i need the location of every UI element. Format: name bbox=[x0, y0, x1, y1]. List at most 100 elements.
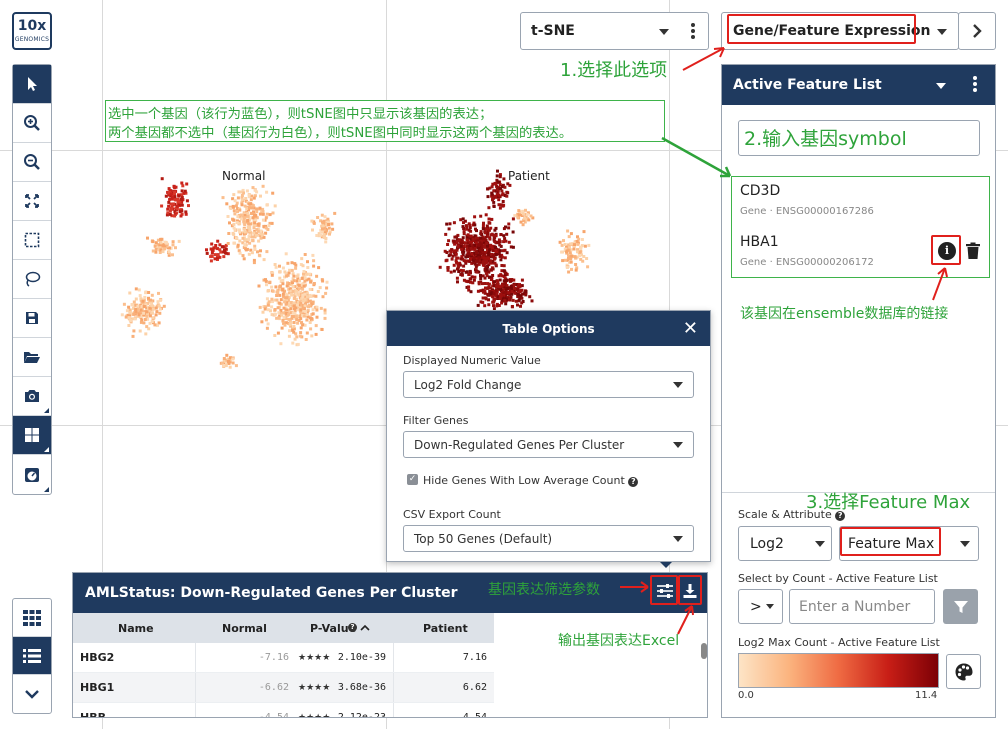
table-options-button[interactable] bbox=[653, 579, 677, 603]
scatter-point bbox=[134, 309, 138, 313]
table-options-header: Table Options ✕ bbox=[387, 311, 710, 346]
tenx-genomics-logo[interactable]: 10x GENOMICS bbox=[12, 12, 52, 50]
layout-grid-tool[interactable] bbox=[13, 416, 51, 455]
scatter-point bbox=[483, 245, 487, 249]
cluster-grid-view-button[interactable] bbox=[13, 599, 51, 637]
annotation-step-3: 3.选择Feature Max bbox=[806, 492, 971, 513]
scatter-point bbox=[491, 295, 495, 299]
column-patient[interactable]: Patient bbox=[423, 621, 468, 635]
scatter-point bbox=[319, 219, 323, 223]
scale-select[interactable]: Log2 bbox=[738, 526, 832, 561]
table-scrollbar[interactable] bbox=[701, 643, 707, 659]
scatter-point bbox=[138, 329, 142, 333]
save-tool[interactable] bbox=[13, 299, 51, 338]
annotation-note-line-2: 两个基因都不选中（基因行为白色），则tSNE图中同时显示这两个基因的表达。 bbox=[108, 126, 573, 141]
projection-select[interactable]: t-SNE bbox=[520, 12, 709, 50]
scatter-point bbox=[242, 227, 246, 231]
column-pvalue[interactable]: P-Value ? bbox=[310, 613, 381, 643]
next-category-button[interactable] bbox=[958, 12, 996, 50]
table-row[interactable]: HBG2 -7.16 ★★★★ 2.10e-39 7.16 bbox=[73, 643, 494, 673]
scatter-point bbox=[304, 338, 308, 341]
numeric-value-select[interactable]: Log2 Fold Change bbox=[403, 371, 694, 398]
scatter-point bbox=[307, 303, 311, 307]
scatter-point bbox=[218, 248, 222, 252]
settings-tool[interactable] bbox=[13, 455, 51, 494]
open-folder-tool[interactable] bbox=[13, 338, 51, 377]
count-operator-select[interactable]: > bbox=[738, 589, 783, 624]
scatter-point bbox=[484, 227, 488, 231]
kebab-menu-icon[interactable] bbox=[691, 23, 695, 39]
collapse-panel-button[interactable] bbox=[13, 675, 51, 713]
close-icon[interactable]: ✕ bbox=[682, 318, 698, 339]
hide-low-count-checkbox[interactable]: ✓ bbox=[407, 474, 418, 485]
color-palette-button[interactable] bbox=[946, 654, 981, 689]
list-view-button[interactable] bbox=[13, 637, 51, 675]
scatter-point bbox=[466, 246, 470, 250]
trash-icon[interactable] bbox=[965, 242, 981, 260]
tsne-scatter-plot[interactable] bbox=[102, 150, 669, 425]
gene-row-cd3d[interactable]: CD3D Gene · ENSG00000167286 bbox=[732, 177, 989, 227]
count-operator-value: > bbox=[750, 598, 762, 615]
scatter-point bbox=[512, 289, 516, 293]
select-pointer-tool[interactable] bbox=[13, 65, 51, 104]
export-csv-button[interactable] bbox=[679, 579, 701, 603]
scatter-point bbox=[496, 169, 499, 173]
zoom-out-tool[interactable] bbox=[13, 143, 51, 182]
scatter-point bbox=[475, 229, 478, 233]
scatter-point bbox=[157, 321, 161, 325]
scatter-point bbox=[180, 181, 184, 185]
box-select-tool[interactable] bbox=[13, 221, 51, 260]
gene-info-button[interactable]: i bbox=[938, 242, 956, 260]
scatter-point bbox=[209, 255, 213, 259]
scatter-point bbox=[487, 263, 491, 267]
scatter-point bbox=[483, 291, 487, 295]
scatter-point bbox=[154, 306, 158, 310]
column-normal[interactable]: Normal bbox=[222, 621, 267, 635]
chevron-down-icon[interactable] bbox=[936, 83, 946, 89]
scatter-point bbox=[578, 250, 582, 254]
scatter-point bbox=[274, 285, 278, 289]
scatter-point bbox=[222, 255, 226, 259]
zoom-in-tool[interactable] bbox=[13, 104, 51, 143]
gene-row-hba1[interactable]: HBA1 Gene · ENSG00000206172 i bbox=[732, 227, 989, 277]
scatter-point bbox=[487, 206, 491, 210]
scatter-point bbox=[226, 215, 230, 218]
scatter-point bbox=[565, 249, 569, 253]
scatter-point bbox=[583, 244, 587, 248]
fit-view-tool[interactable] bbox=[13, 182, 51, 221]
filter-genes-select[interactable]: Down-Regulated Genes Per Cluster bbox=[403, 431, 694, 458]
apply-count-filter-button[interactable] bbox=[943, 589, 978, 624]
scatter-point bbox=[516, 288, 519, 292]
scatter-point bbox=[522, 219, 526, 223]
count-number-input[interactable]: Enter a Number bbox=[789, 589, 935, 624]
kebab-menu-icon[interactable] bbox=[973, 76, 977, 92]
lasso-select-tool[interactable] bbox=[13, 260, 51, 299]
scatter-point bbox=[248, 241, 252, 245]
table-row[interactable]: HBG1 -6.62 ★★★★ 3.68e-36 6.62 bbox=[73, 673, 494, 703]
csv-export-select[interactable]: Top 50 Genes (Default) bbox=[403, 525, 694, 552]
help-icon[interactable]: ? bbox=[628, 477, 639, 487]
scatter-point bbox=[502, 227, 506, 231]
scatter-point bbox=[314, 332, 318, 336]
scatter-point bbox=[456, 267, 459, 271]
scatter-point bbox=[172, 202, 176, 206]
scatter-point bbox=[502, 264, 506, 268]
bottom-left-toolbar bbox=[12, 598, 52, 714]
scatter-point bbox=[295, 297, 298, 301]
scatter-point bbox=[283, 270, 287, 274]
scatter-point bbox=[487, 259, 491, 263]
scatter-point bbox=[507, 226, 511, 230]
scatter-point bbox=[516, 284, 520, 288]
feature-search-input[interactable] bbox=[738, 120, 980, 156]
help-icon[interactable]: ? bbox=[348, 622, 358, 632]
scatter-point bbox=[465, 259, 469, 263]
screenshot-tool[interactable] bbox=[13, 377, 51, 416]
scatter-point bbox=[278, 305, 282, 309]
scatter-point bbox=[223, 248, 226, 252]
column-name[interactable]: Name bbox=[118, 621, 154, 635]
help-icon[interactable]: ? bbox=[835, 511, 846, 521]
scatter-point bbox=[169, 189, 173, 193]
table-row[interactable]: HBB -4.54 ★★★★ 2.12e-23 4.54 bbox=[73, 703, 494, 717]
highlight-filter-button bbox=[650, 575, 678, 605]
active-feature-header[interactable]: Active Feature List bbox=[722, 65, 995, 105]
